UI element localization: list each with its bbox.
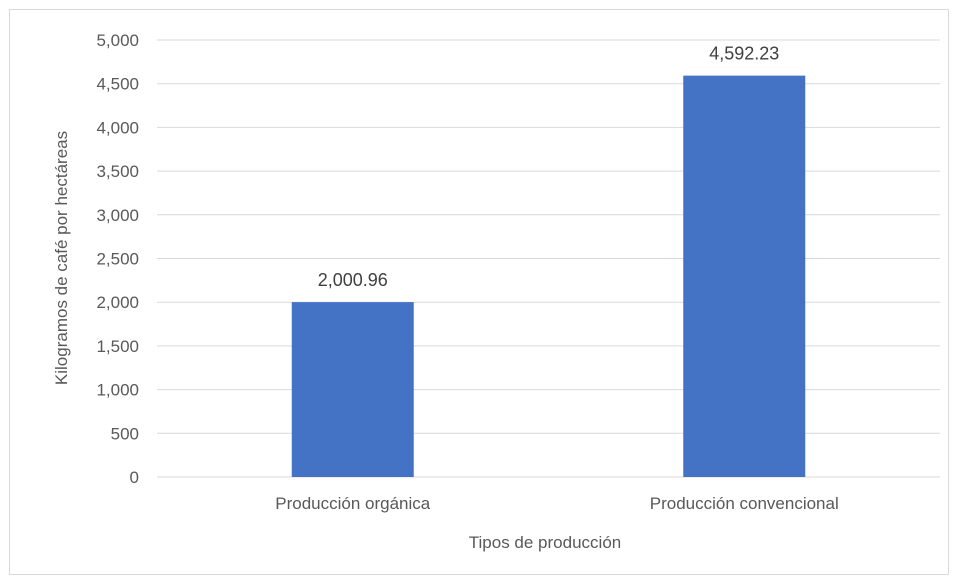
- y-tick-label: 3,000: [96, 206, 139, 225]
- y-tick-label: 4,000: [96, 118, 139, 137]
- y-tick-label: 2,500: [96, 250, 139, 269]
- bar: [683, 75, 806, 477]
- y-tick-label: 3,500: [96, 162, 139, 181]
- x-tick-label: Producción convencional: [650, 494, 839, 513]
- y-tick-label: 0: [130, 468, 139, 487]
- y-tick-label: 1,500: [96, 337, 139, 356]
- y-tick-label: 4,500: [96, 75, 139, 94]
- x-tick-labels: Producción orgánica Producción convencion…: [275, 494, 839, 513]
- bar: [291, 302, 414, 477]
- bars: [291, 75, 806, 477]
- y-tick-label: 500: [111, 424, 139, 443]
- y-axis-title: Kilogramos de café por hectáreas: [52, 131, 71, 385]
- data-label: 2,000.96: [318, 270, 388, 290]
- data-labels: 2,000.96 4,592.23: [318, 44, 780, 290]
- x-axis-title: Tipos de producción: [469, 533, 621, 552]
- y-tick-labels: 0 500 1,000 1,500 2,000 2,500 3,000 3,500 4,000 4…: [96, 31, 139, 487]
- gridlines: [157, 39, 940, 478]
- data-label: 4,592.23: [709, 44, 779, 64]
- x-tick-label: Producción orgánica: [275, 494, 431, 513]
- y-tick-label: 5,000: [96, 31, 139, 50]
- y-tick-label: 2,000: [96, 293, 139, 312]
- y-tick-label: 1,000: [96, 381, 139, 400]
